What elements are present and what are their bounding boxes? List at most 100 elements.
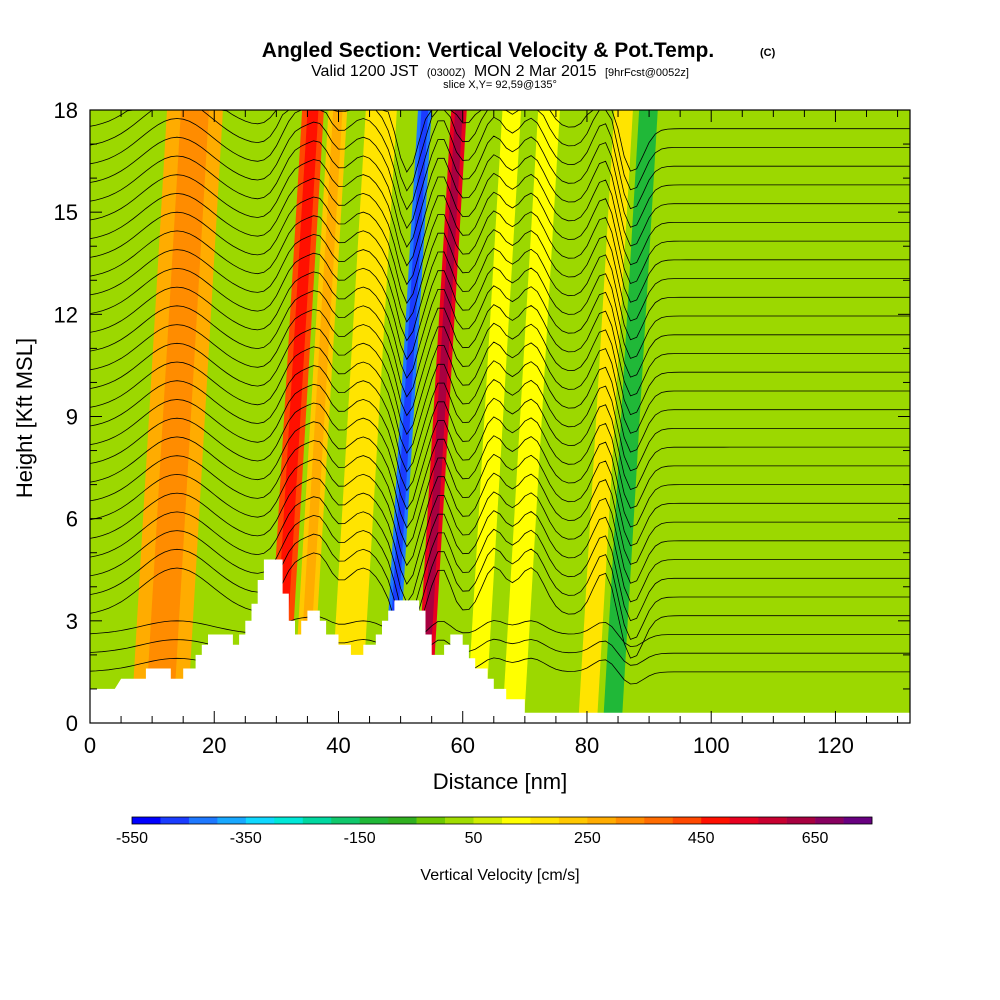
y-axis-label: Height [Kft MSL] [12,338,37,498]
theta-contours [90,110,910,685]
colorbar-swatch-4 [245,817,275,824]
theta-contour-6 [90,496,910,604]
forecast-info: [9hrFcst@0052z] [605,67,689,79]
x-axis-label: Distance [nm] [433,769,568,794]
theta-contour-8 [90,458,910,567]
chart-title-units: (C) [760,47,776,59]
colorbar-label--150: -150 [344,830,376,847]
y-tick-label-15: 15 [54,200,78,225]
colorbar-labels: -550 -350 -150 50 250 450 650 [116,830,829,847]
velocity-band-9 [603,110,658,723]
theta-contour-29 [90,110,910,173]
colorbar-swatch-17 [615,817,645,824]
velocity-band-3 [329,110,397,723]
colorbar-swatch-25 [843,817,873,824]
colorbar-swatch-24 [815,817,844,824]
colorbar-swatch-10 [416,817,446,824]
x-tick-label-120: 120 [817,733,854,758]
velocity-band-7 [502,110,560,723]
theta-contour-15 [90,327,910,436]
colorbar-swatch-16 [587,817,617,824]
colorbar-swatch-12 [473,817,503,824]
theta-contour-24 [90,159,910,267]
y-tick-label-0: 0 [66,711,78,736]
theta-contour-2 [90,616,910,648]
theta-contour-17 [90,290,910,398]
colorbar-title: Vertical Velocity [cm/s] [420,867,579,884]
theta-contour-27 [90,110,910,211]
colorbar-swatch-21 [729,817,759,824]
y-tick-label-18: 18 [54,98,78,123]
theta-contour-16 [90,308,910,417]
colorbar-swatch-8 [359,817,389,824]
theta-contour-22 [90,196,910,305]
theta-contour-9 [90,440,910,548]
x-tick-label-80: 80 [575,733,599,758]
theta-contour-21 [90,215,910,323]
colorbar [131,816,873,825]
colorbar-label-50: 50 [465,830,483,847]
x-tick-label-40: 40 [326,733,350,758]
chart-title: Angled Section: Vertical Velocity & Pot.… [262,39,714,62]
theta-contour-19 [90,252,910,361]
x-tick-label-0: 0 [84,733,96,758]
valid-time: Valid 1200 JST (0300Z) MON 2 Mar 2015 [9… [311,63,689,80]
theta-contour-28 [90,110,910,192]
theta-contour-5 [90,514,910,623]
colorbar-label-650: 650 [802,830,829,847]
x-ticks: 0 20 40 60 80 100 120 [84,110,899,758]
theta-contour-11 [90,402,910,511]
colorbar-swatch-13 [502,817,531,824]
theta-contour-7 [90,477,910,585]
x-tick-label-100: 100 [693,733,730,758]
terrain [90,559,910,723]
colorbar-swatch-2 [188,817,218,824]
colorbar-swatch-11 [445,817,474,824]
velocity-bands [131,110,658,723]
colorbar-swatch-18 [644,817,674,824]
theta-contour-26 [90,121,910,230]
colorbar-label-450: 450 [688,830,715,847]
y-ticks: 0 3 6 9 12 15 18 [54,98,910,736]
y-tick-label-12: 12 [54,302,78,327]
colorbar-swatch-5 [274,817,304,824]
colorbar-swatch-19 [672,817,702,824]
velocity-core-0 [144,110,209,723]
valid-date: MON 2 Mar 2015 [474,63,597,80]
theta-contour-20 [90,233,910,342]
theta-contour-13 [90,365,910,473]
theta-contour-12 [90,383,910,492]
colorbar-swatch-23 [786,817,816,824]
colorbar-swatch-14 [530,817,560,824]
colorbar-swatch-3 [217,817,247,824]
y-tick-label-3: 3 [66,609,78,634]
colorbar-label-250: 250 [574,830,601,847]
y-tick-label-6: 6 [66,507,78,532]
x-tick-label-60: 60 [450,733,474,758]
y-tick-label-9: 9 [66,405,78,430]
theta-contour-10 [90,421,910,529]
velocity-band-8 [578,110,633,723]
colorbar-label--550: -550 [116,830,148,847]
valid-prefix: Valid 1200 JST [311,63,419,80]
slice-info: slice X,Y= 92,59@135° [443,79,557,91]
colorbar-swatch-9 [388,817,417,824]
colorbar-swatch-0 [132,817,161,824]
colorbar-swatch-20 [701,817,730,824]
colorbar-swatch-1 [160,817,190,824]
colorbar-swatch-15 [558,817,588,824]
x-tick-label-20: 20 [202,733,226,758]
colorbar-swatch-7 [331,817,360,824]
theta-contour-25 [90,140,910,248]
velocity-core-1 [271,110,319,723]
colorbar-frame [131,816,873,825]
theta-contour-3 [90,552,910,660]
valid-zulu: (0300Z) [427,67,466,79]
theta-contour-4 [90,533,910,642]
theta-contour-23 [90,177,910,286]
theta-contour-14 [90,346,910,454]
velocity-core-5 [419,110,463,723]
colorbar-label--350: -350 [230,830,262,847]
velocity-core-2 [297,110,343,723]
